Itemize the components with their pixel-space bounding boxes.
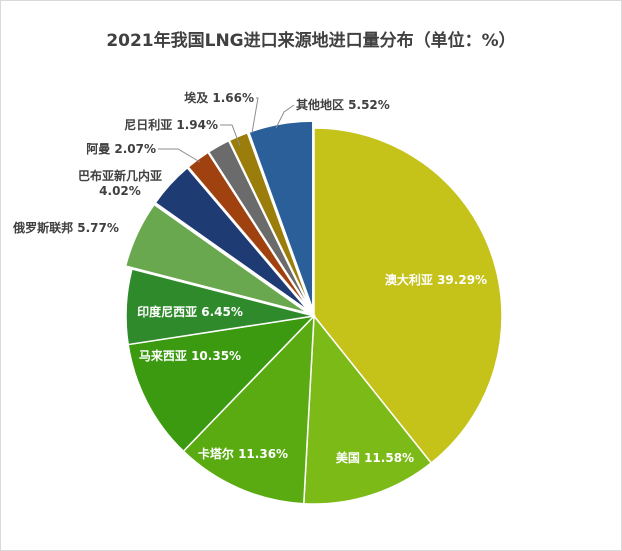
slice-label-1: 澳大利亚 39.29% <box>385 272 487 287</box>
pie-slice-10 <box>228 131 312 310</box>
pie-slice-11 <box>247 120 314 310</box>
slice-label-2: 美国 11.58% <box>336 450 414 465</box>
pie-slice-6 <box>124 203 309 314</box>
pie-slice-7 <box>154 166 310 312</box>
leader-line-10 <box>251 97 259 134</box>
slice-label-10: 埃及 1.66% <box>184 90 254 105</box>
pie-slice-3 <box>182 314 315 505</box>
leader-line-8 <box>158 148 201 163</box>
pie-slice-5 <box>125 268 315 346</box>
slice-label-3: 卡塔尔 11.36% <box>198 446 288 461</box>
slice-label-7: 巴布亚新几内亚 4.02% <box>78 168 162 198</box>
pie-slice-4 <box>127 314 317 453</box>
slice-label-4: 马来西亚 10.35% <box>139 348 241 363</box>
slice-label-8: 阿曼 2.07% <box>86 142 156 156</box>
slice-label-6: 俄罗斯联邦 5.77% <box>12 220 119 235</box>
pie-slice-9 <box>207 139 312 311</box>
chart-title: 2021年我国LNG进口来源地进口量分布（单位：%） <box>106 31 516 51</box>
pie-slice-8 <box>187 151 311 311</box>
pie-slice-1 <box>313 127 503 465</box>
pie-slice-2 <box>302 313 433 505</box>
leader-line-9 <box>220 124 241 147</box>
slice-label-11: 其他地区 5.52% <box>296 97 390 112</box>
slice-label-9: 尼日利亚 1.94% <box>124 117 218 132</box>
leader-line-11 <box>275 104 295 129</box>
slice-label-5: 印度尼西亚 6.45% <box>137 304 243 319</box>
